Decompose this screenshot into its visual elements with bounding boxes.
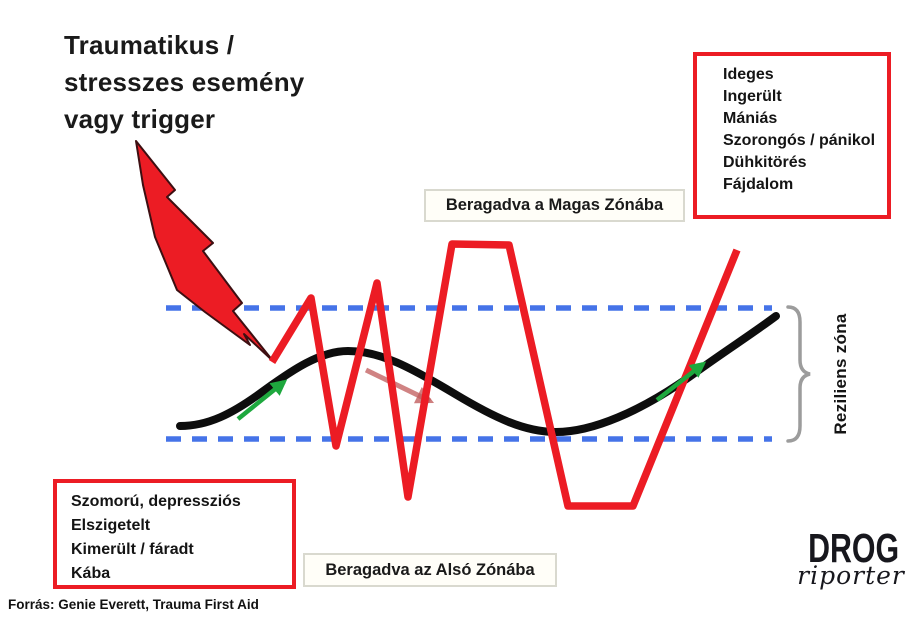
symptom-item: Ideges (723, 66, 774, 83)
lightning-bolt-icon (135, 140, 274, 362)
stuck-high-zone-label: Beragadva a Magas Zónába (424, 189, 685, 222)
symptom-item: Mániás (723, 110, 778, 127)
high-zone-symptoms-box: Ideges Ingerült Mániás Szorongós / pánikol D… (693, 52, 891, 219)
logo-wordmark-riporter: riporter (797, 561, 905, 590)
symptom-item: Ingerült (723, 88, 782, 105)
symptom-item: Kába (71, 565, 111, 582)
symptom-item: Szomorú, depressziós (71, 493, 241, 510)
resilient-zone-brace (786, 305, 811, 443)
resilience-baseline-curve (176, 312, 780, 437)
logo-wordmark-drog: DROG (808, 525, 900, 571)
stuck-low-zone-label: Beragadva az Alsó Zónába (303, 553, 557, 587)
drogriporter-logo: DROG riporter (793, 525, 909, 590)
diagram-title: Traumatikus / stresszes esemény vagy tri… (64, 30, 305, 134)
low-zone-symptoms-box: Szomorú, depressziós Elszigetelt Kimerült … (53, 479, 296, 589)
rising-arrow-right (655, 361, 707, 402)
symptom-item: Kimerült / fáradt (71, 541, 194, 558)
symptom-item: Elszigetelt (71, 517, 151, 534)
dysregulation-line (268, 240, 741, 510)
faded-descending-arrow (364, 367, 435, 404)
rising-arrow-left (236, 379, 288, 421)
source-credit: Forrás: Genie Everett, Trauma First Aid (8, 597, 259, 612)
resilient-zone-label: Reziliens zóna (831, 313, 850, 435)
symptom-item: Dühkitörés (723, 154, 807, 171)
symptom-item: Szorongós / pánikol (723, 132, 876, 149)
symptom-item: Fájdalom (723, 176, 794, 193)
